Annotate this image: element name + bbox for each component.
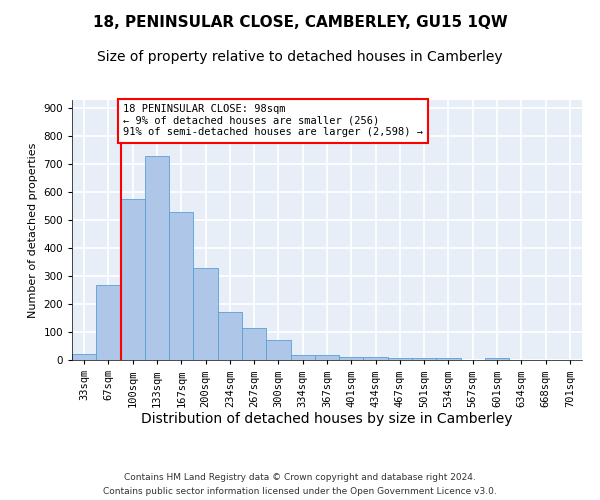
Bar — [388, 358, 412, 360]
Bar — [193, 268, 218, 360]
Bar — [315, 355, 339, 360]
Bar — [145, 156, 169, 360]
Text: Size of property relative to detached houses in Camberley: Size of property relative to detached ho… — [97, 50, 503, 64]
Bar — [412, 358, 436, 360]
Bar — [339, 357, 364, 360]
Bar — [121, 199, 145, 360]
X-axis label: Distribution of detached houses by size in Camberley: Distribution of detached houses by size … — [141, 412, 513, 426]
Bar — [290, 355, 315, 360]
Text: 18, PENINSULAR CLOSE, CAMBERLEY, GU15 1QW: 18, PENINSULAR CLOSE, CAMBERLEY, GU15 1Q… — [92, 15, 508, 30]
Bar — [72, 354, 96, 360]
Bar — [169, 212, 193, 360]
Text: Contains public sector information licensed under the Open Government Licence v3: Contains public sector information licen… — [103, 488, 497, 496]
Bar — [218, 312, 242, 360]
Bar — [266, 340, 290, 360]
Y-axis label: Number of detached properties: Number of detached properties — [28, 142, 38, 318]
Bar — [364, 357, 388, 360]
Bar — [436, 358, 461, 360]
Text: Contains HM Land Registry data © Crown copyright and database right 2024.: Contains HM Land Registry data © Crown c… — [124, 472, 476, 482]
Bar — [96, 284, 121, 360]
Bar — [485, 358, 509, 360]
Bar — [242, 328, 266, 360]
Text: 18 PENINSULAR CLOSE: 98sqm
← 9% of detached houses are smaller (256)
91% of semi: 18 PENINSULAR CLOSE: 98sqm ← 9% of detac… — [123, 104, 423, 138]
